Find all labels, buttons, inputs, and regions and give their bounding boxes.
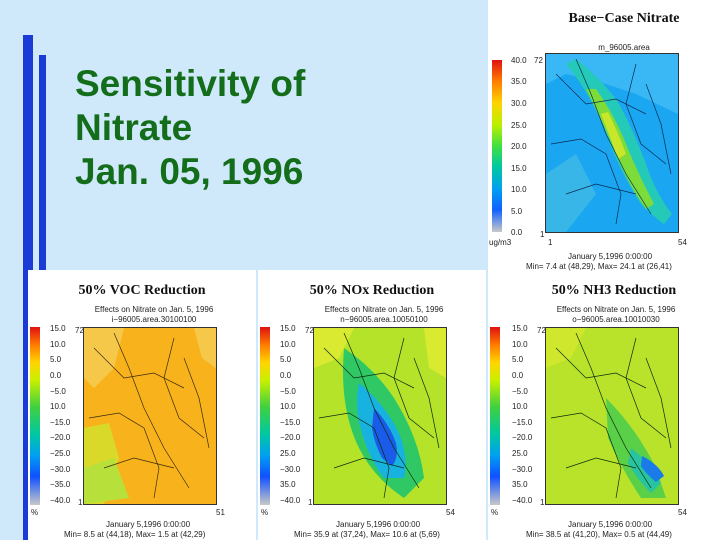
panel-nox-reduction: 50% NOx Reduction Effects on Nitrate on … (258, 270, 486, 540)
sensitivity-map (83, 327, 217, 505)
slide-title-line-3: Jan. 05, 1996 (75, 151, 304, 192)
min-max-label: Min= 8.5 at (44,18), Max= 1.5 at (42,29) (64, 530, 206, 539)
scale-label: 5.0 (50, 355, 62, 364)
color-scale (490, 327, 500, 505)
scale-label: −5.0 (50, 387, 66, 396)
scale-label: −5.0 (280, 387, 296, 396)
panel-title: 50% NH3 Reduction (551, 283, 677, 298)
grid-right-label: 51 (216, 508, 225, 517)
date-label: January 5,1996 0:00:00 (106, 520, 191, 529)
date-label: January 5,1996 0:00:00 (568, 520, 653, 529)
sensitivity-map (313, 327, 447, 505)
sensitivity-map (545, 327, 679, 505)
panel-voc-reduction: 50% VOC Reduction Effects on Nitrate on … (28, 270, 256, 540)
grid-top-label: 72 (537, 326, 546, 335)
scale-label: 35.0 (512, 480, 528, 489)
scale-label: 0.0 (512, 371, 524, 380)
scale-unit: ug/m3 (489, 238, 512, 247)
grid-bottom-label: 1 (308, 498, 313, 507)
scale-label: 15.0 (50, 324, 66, 333)
scale-unit: % (261, 508, 269, 517)
scale-label: 10.0 (50, 340, 66, 349)
scale-label: −15.0 (512, 418, 533, 427)
grid-bottom-label: 1 (540, 230, 545, 239)
grid-left-label: 1 (548, 238, 553, 247)
min-max-label: Min= 7.4 at (48,29), Max= 24.1 at (26,41… (526, 262, 672, 271)
scale-label: −20.0 (50, 433, 71, 442)
grid-right-label: 54 (678, 238, 687, 247)
scale-label: −40.0 (512, 496, 533, 505)
grid-bottom-label: 1 (540, 498, 545, 507)
panel-subtitle: i−96005.area.30100100 (111, 315, 197, 324)
scale-label: 25.0 (512, 449, 528, 458)
scale-label: 5.0 (280, 355, 292, 364)
scale-label: −40.0 (280, 496, 301, 505)
scale-label: 5.0 (512, 355, 524, 364)
scale-label: 20.0 (511, 142, 527, 151)
scale-unit: % (491, 508, 499, 517)
scale-label: 30.0 (511, 99, 527, 108)
panel-subtitle: o−96005.area.10010030 (572, 315, 660, 324)
date-label: January 5,1996 0:00:00 (336, 520, 421, 529)
scale-label: 5.0 (511, 207, 523, 216)
min-max-label: Min= 35.9 at (37,24), Max= 10.6 at (5,69… (294, 530, 440, 539)
color-scale (260, 327, 270, 505)
scale-label: −40.0 (50, 496, 71, 505)
scale-label: 25.0 (511, 121, 527, 130)
scale-label: 15.0 (280, 324, 296, 333)
grid-top-label: 72 (75, 326, 84, 335)
panel-subtitle: n−96005.area.10050100 (340, 315, 428, 324)
panel-title: Base−Case Nitrate (568, 11, 680, 26)
scale-label: 25.0 (280, 449, 296, 458)
scale-label: 0.0 (511, 228, 523, 237)
scale-label: 35.0 (280, 480, 296, 489)
scale-label: 10.0 (511, 185, 527, 194)
grid-right-label: 54 (446, 508, 455, 517)
scale-label: −30.0 (512, 465, 533, 474)
scale-label: 10.0 (280, 402, 296, 411)
scale-unit: % (31, 508, 39, 517)
scale-label: 10.0 (512, 340, 528, 349)
panel-subtitle: m_96005.area (598, 43, 650, 52)
scale-label: −30.0 (50, 465, 71, 474)
grid-bottom-label: 1 (78, 498, 83, 507)
scale-label: −25.0 (50, 449, 71, 458)
panel-title: 50% VOC Reduction (78, 283, 206, 298)
scale-label: 10.0 (50, 402, 66, 411)
scale-label: −30.0 (280, 465, 301, 474)
scale-label: 15.0 (511, 164, 527, 173)
slide-title-line-1: Sensitivity of (75, 63, 306, 104)
scale-label: −35.0 (50, 480, 71, 489)
scale-label: 35.0 (511, 77, 527, 86)
scale-label: 10.0 (512, 402, 528, 411)
scale-label: −20.0 (280, 433, 301, 442)
grid-right-label: 54 (678, 508, 687, 517)
color-scale (492, 60, 502, 232)
panel-subtitle: Effects on Nitrate on Jan. 5, 1996 (94, 305, 214, 314)
slide-title-line-2: Nitrate (75, 107, 193, 148)
scale-label: 0.0 (50, 371, 62, 380)
scale-label: 0.0 (280, 371, 292, 380)
panel-title: 50% NOx Reduction (309, 283, 435, 298)
color-scale (30, 327, 40, 505)
panel-subtitle: Effects on Nitrate on Jan. 5, 1996 (324, 305, 444, 314)
slide-title: Sensitivity of Nitrate Jan. 05, 1996 (75, 62, 405, 194)
scale-label: −15.0 (50, 418, 71, 427)
min-max-label: Min= 38.5 at (41,20), Max= 0.5 at (44,49… (526, 530, 672, 539)
panel-base-case: Base−Case Nitrate m_96005.area 40.0 35.0… (488, 0, 720, 272)
scale-label: −20.0 (512, 433, 533, 442)
panel-subtitle: Effects on Nitrate on Jan. 5, 1996 (556, 305, 676, 314)
scale-label: 15.0 (512, 324, 528, 333)
scale-label: 10.0 (280, 340, 296, 349)
scale-label: −5.0 (512, 387, 528, 396)
grid-top-label: 72 (534, 56, 543, 65)
date-label: January 5,1996 0:00:00 (568, 252, 653, 261)
scale-label: 40.0 (511, 56, 527, 65)
grid-top-label: 72 (305, 326, 314, 335)
scale-label: −15.0 (280, 418, 301, 427)
panel-nh3-reduction: 50% NH3 Reduction Effects on Nitrate on … (488, 272, 720, 540)
concentration-map (545, 53, 679, 233)
